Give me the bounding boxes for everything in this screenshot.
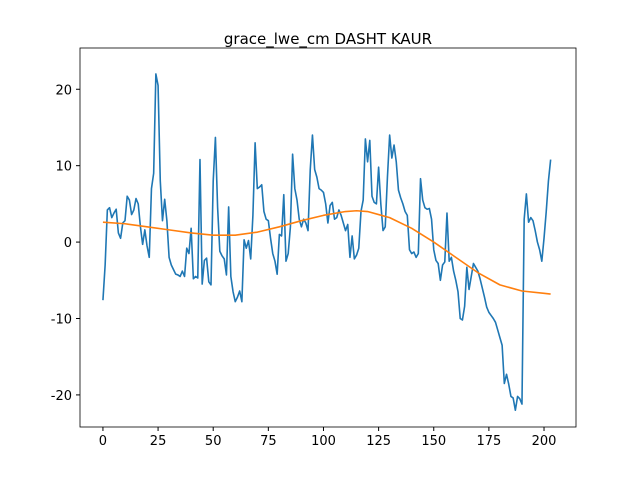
x-tick-label: 25 [150,434,167,449]
chart-title: grace_lwe_cm DASHT KAUR [224,30,432,49]
x-tick-label: 50 [205,434,222,449]
x-tick-label: 125 [366,434,391,449]
plot-frame [79,47,577,428]
x-tick-label: 0 [99,434,107,449]
y-tick-label: -10 [51,312,72,327]
y-tick-label: 20 [55,83,72,98]
x-tick-label: 75 [260,434,277,449]
x-tick-label: 175 [476,434,501,449]
y-tick-label: -20 [51,389,72,404]
y-tick-label: 0 [64,236,72,251]
y-tick-label: 10 [55,160,72,175]
x-tick-label: 200 [532,434,557,449]
data-line [102,73,552,411]
x-tick-label: 100 [311,434,336,449]
x-tick-label: 150 [421,434,446,449]
data-line [102,209,551,295]
